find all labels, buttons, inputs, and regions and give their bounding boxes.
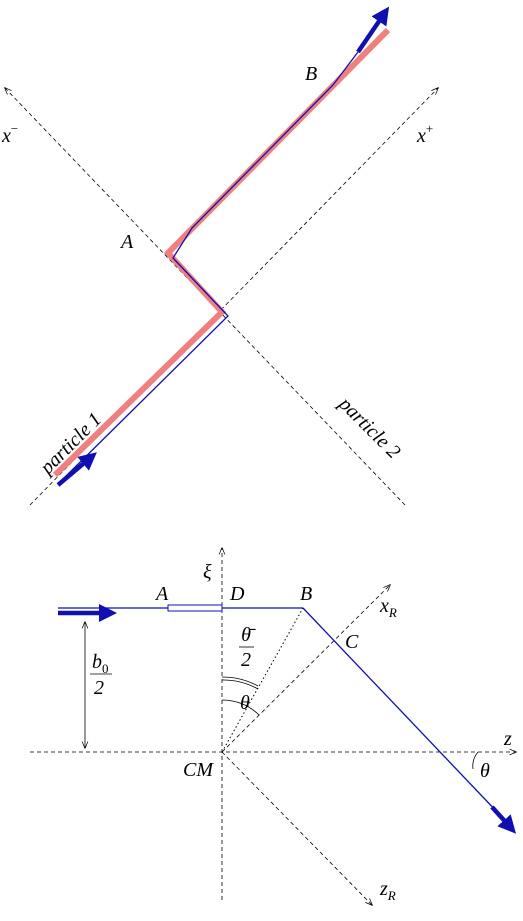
angle-label: θ bbox=[240, 692, 250, 714]
particle-label: particle 2 bbox=[333, 392, 405, 464]
dotted-line bbox=[221, 607, 304, 753]
axis-label: x− bbox=[1, 121, 18, 147]
angle-arc bbox=[221, 679, 259, 690]
angle-label: θ̄ bbox=[241, 624, 256, 646]
point-label: D bbox=[229, 583, 245, 605]
axis-label: zR bbox=[379, 878, 396, 903]
outgoing-path bbox=[302, 607, 501, 816]
axis-label: x+ bbox=[416, 121, 433, 147]
zr-axis bbox=[221, 751, 372, 905]
impact-label: 2 bbox=[94, 677, 104, 699]
particle-trajectory bbox=[61, 51, 359, 481]
outgoing-arrow bbox=[356, 6, 390, 54]
point-label: CM bbox=[183, 759, 214, 781]
angle-label: θ bbox=[480, 760, 490, 782]
point-label: B bbox=[305, 63, 317, 85]
point-label: B bbox=[300, 583, 312, 605]
angle-arc bbox=[472, 751, 479, 770]
impact-label: b0 bbox=[92, 651, 109, 676]
point-label: C bbox=[345, 631, 359, 653]
point-label: A bbox=[119, 231, 134, 253]
angle-label: 2 bbox=[241, 649, 251, 671]
angle-arc bbox=[221, 676, 259, 687]
outgoing-arrow bbox=[490, 805, 517, 834]
axis-label: ξ bbox=[203, 561, 212, 583]
xr-axis bbox=[221, 585, 390, 753]
particle-label: particle 1 bbox=[35, 408, 107, 480]
scattering-diagram: ξ z xR zR A D B C CM θ̄ 2 θ θ b0 2 bbox=[30, 548, 516, 905]
point-label: A bbox=[154, 583, 169, 605]
incoming-arrow bbox=[56, 452, 97, 487]
x-plus-axis bbox=[29, 88, 438, 506]
segment-ad bbox=[167, 604, 223, 612]
angle-arc bbox=[221, 699, 260, 716]
axis-label: xR bbox=[379, 595, 397, 620]
spacetime-diagram: x− x+ A B particle 1 particle 2 bbox=[1, 6, 438, 506]
axis-label: z bbox=[503, 728, 512, 750]
